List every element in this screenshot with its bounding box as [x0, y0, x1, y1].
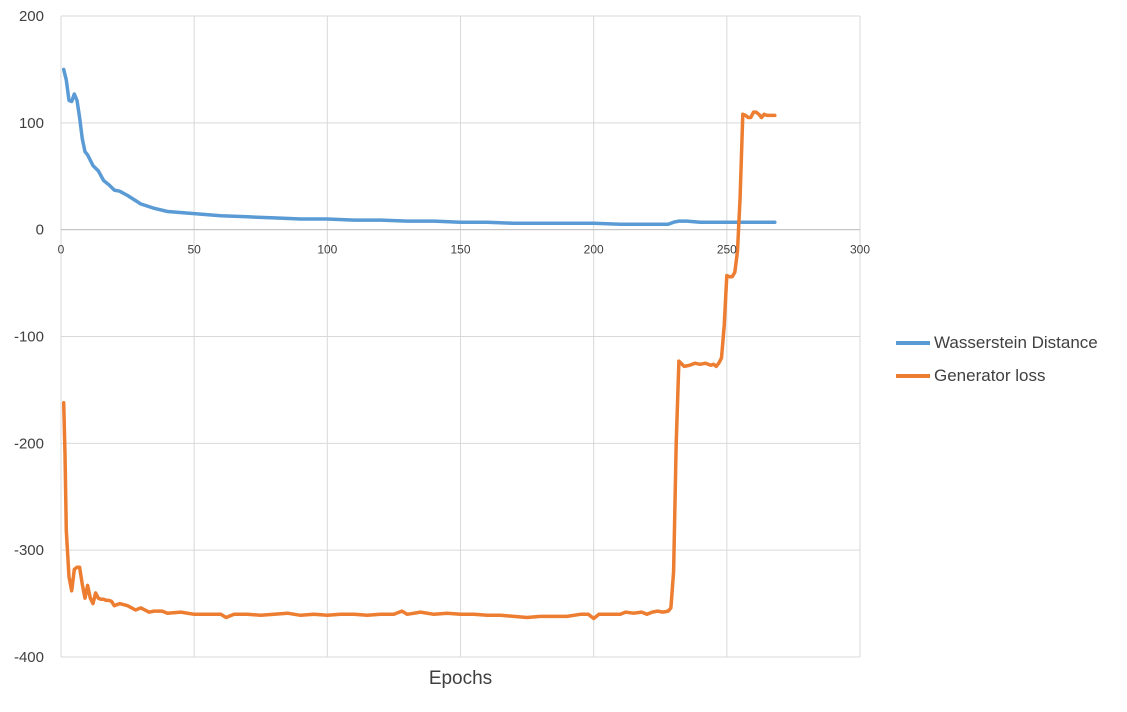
series-line-generator-loss [61, 110, 777, 621]
legend: Wasserstein Distance Generator loss [896, 326, 1098, 392]
legend-item-generator-loss: Generator loss [896, 359, 1098, 392]
y-tick-label: 200 [19, 8, 44, 25]
x-tick-label: 50 [187, 243, 201, 257]
x-tick-label: 100 [317, 243, 337, 257]
series-lines [61, 67, 777, 621]
y-tick-label: -100 [14, 329, 44, 346]
y-tick-label: -400 [14, 649, 44, 666]
x-tick-label: 300 [850, 243, 870, 257]
y-tick-label: 0 [36, 222, 44, 239]
legend-label: Wasserstein Distance [934, 332, 1098, 352]
x-tick-label: 0 [58, 243, 65, 257]
tick-labels: 200 100 0 -100 -200 -300 -400 0 50 100 150 200 250 30… [14, 8, 870, 666]
y-tick-label: 100 [19, 115, 44, 132]
gridlines [60, 15, 861, 658]
x-tick-label: 250 [717, 243, 737, 257]
x-tick-label: 200 [584, 243, 604, 257]
x-axis-label: Epochs [429, 668, 492, 689]
legend-swatch-generator-loss [896, 373, 930, 378]
legend-swatch-wasserstein [896, 340, 930, 345]
y-tick-label: -300 [14, 542, 44, 559]
series-line-wasserstein-distance [61, 67, 777, 227]
legend-item-wasserstein: Wasserstein Distance [896, 326, 1098, 359]
y-tick-label: -200 [14, 435, 44, 452]
x-tick-label: 150 [450, 243, 470, 257]
legend-label: Generator loss [934, 365, 1046, 385]
